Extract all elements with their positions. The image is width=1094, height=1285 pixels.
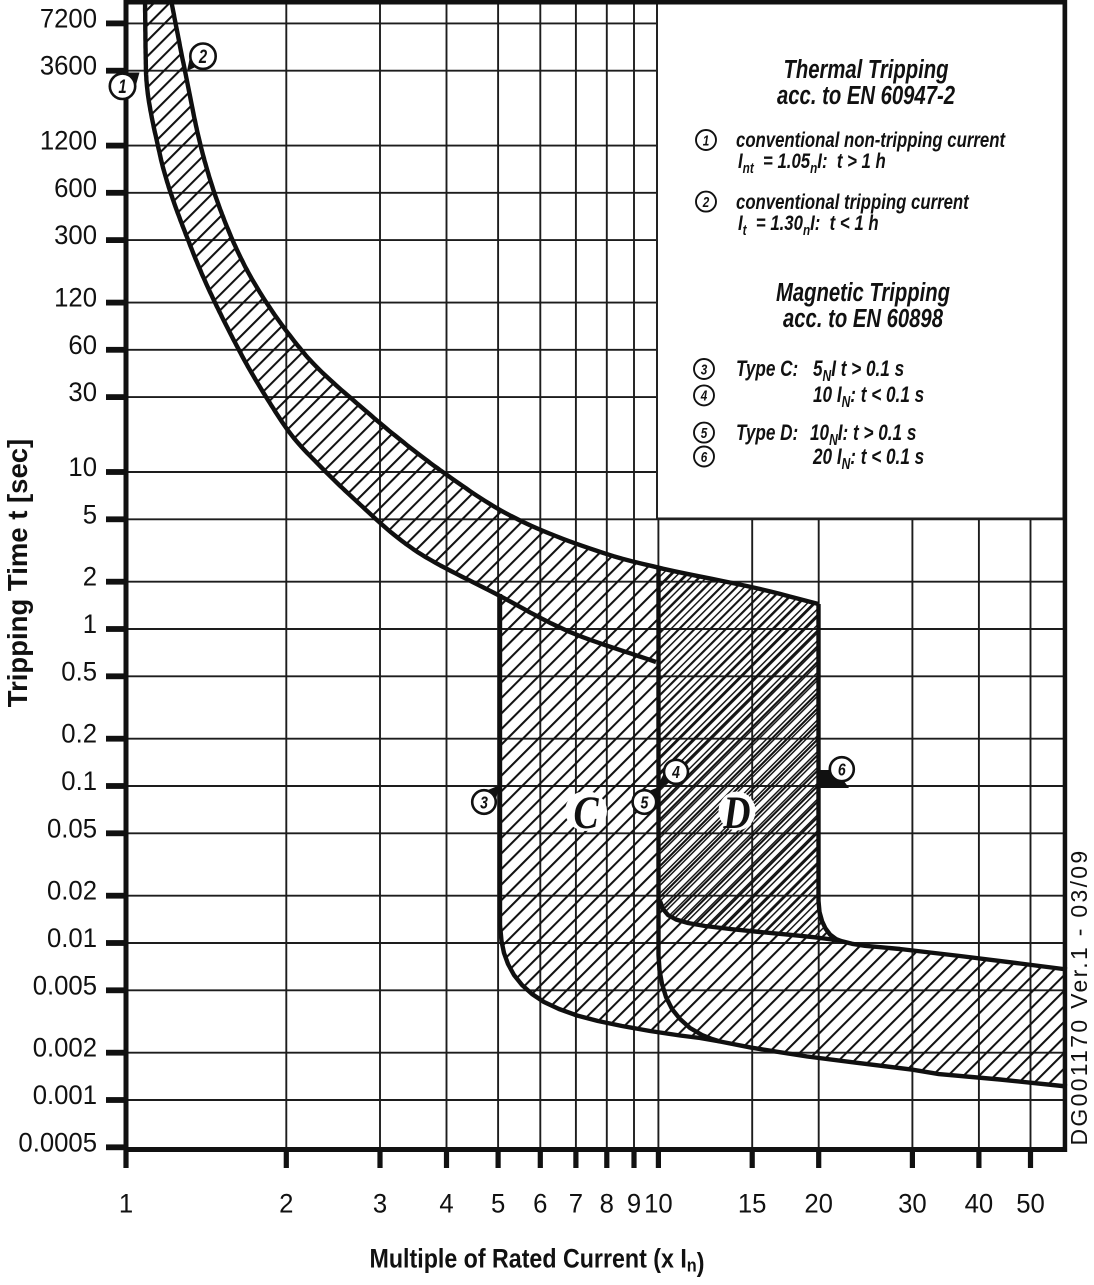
svg-text:8: 8	[600, 1188, 614, 1218]
svg-text:0.5: 0.5	[61, 656, 97, 686]
svg-text:Type D:: Type D:	[736, 421, 798, 446]
svg-text:2: 2	[702, 194, 710, 211]
svg-text:Int = 1.05nI: t > 1 h: Int = 1.05nI: t > 1 h	[738, 150, 886, 176]
svg-text:7200: 7200	[40, 3, 97, 33]
svg-text:60: 60	[68, 329, 97, 359]
svg-text:3: 3	[480, 793, 488, 813]
svg-text:Type C:: Type C:	[736, 357, 798, 382]
svg-text:2: 2	[279, 1188, 293, 1218]
svg-text:20: 20	[804, 1188, 833, 1218]
svg-text:Magnetic Tripping: Magnetic Tripping	[776, 278, 950, 307]
svg-text:0.02: 0.02	[47, 875, 97, 905]
svg-text:C: C	[573, 787, 599, 839]
svg-text:3600: 3600	[40, 50, 97, 80]
svg-text:6: 6	[533, 1188, 547, 1218]
svg-text:5: 5	[701, 425, 708, 442]
svg-text:50: 50	[1016, 1188, 1045, 1218]
svg-text:D: D	[723, 787, 751, 839]
svg-text:2: 2	[83, 561, 97, 591]
svg-text:10: 10	[644, 1188, 673, 1218]
svg-text:Multiple of Rated Current (x I: Multiple of Rated Current (x In)	[370, 1244, 705, 1278]
svg-text:Tripping Time t [sec]: Tripping Time t [sec]	[2, 439, 33, 707]
svg-text:20 IN: t < 0.1 s: 20 IN: t < 0.1 s	[812, 445, 924, 472]
svg-text:4: 4	[700, 387, 708, 404]
svg-text:15: 15	[738, 1188, 767, 1218]
svg-text:4: 4	[439, 1188, 453, 1218]
svg-text:10NI: t > 0.1 s: 10NI: t > 0.1 s	[810, 421, 916, 448]
svg-text:10: 10	[68, 452, 97, 482]
svg-text:120: 120	[54, 282, 97, 312]
svg-text:30: 30	[68, 377, 97, 407]
svg-text:It = 1.30nI: t < 1 h: It = 1.30nI: t < 1 h	[738, 212, 879, 238]
svg-text:5: 5	[491, 1188, 505, 1218]
svg-text:5: 5	[640, 793, 649, 813]
svg-text:0.05: 0.05	[47, 813, 97, 843]
svg-text:acc. to EN 60947-2: acc. to EN 60947-2	[777, 81, 955, 110]
svg-text:1: 1	[119, 1188, 133, 1218]
svg-text:300: 300	[54, 220, 97, 250]
svg-text:0.005: 0.005	[33, 970, 97, 1000]
svg-text:3: 3	[701, 361, 708, 378]
svg-text:1200: 1200	[40, 125, 97, 155]
svg-text:2: 2	[198, 46, 208, 67]
svg-text:40: 40	[965, 1188, 994, 1218]
svg-text:1: 1	[703, 132, 710, 149]
svg-text:3: 3	[373, 1188, 387, 1218]
svg-text:DG001170 Ver.1 - 03/09: DG001170 Ver.1 - 03/09	[1066, 849, 1092, 1146]
svg-text:1: 1	[118, 76, 126, 97]
svg-text:0.1: 0.1	[61, 766, 97, 796]
svg-text:7: 7	[569, 1188, 583, 1218]
svg-text:0.2: 0.2	[61, 718, 97, 748]
svg-text:conventional non-tripping curr: conventional non-tripping current	[736, 129, 1006, 152]
svg-text:0.001: 0.001	[33, 1080, 97, 1110]
svg-text:5: 5	[83, 499, 97, 529]
svg-text:30: 30	[898, 1188, 927, 1218]
svg-text:0.002: 0.002	[33, 1032, 97, 1062]
svg-text:0.01: 0.01	[47, 923, 97, 953]
svg-text:6: 6	[701, 448, 708, 465]
svg-text:1: 1	[83, 609, 97, 639]
svg-text:6: 6	[838, 760, 847, 780]
svg-text:9: 9	[627, 1188, 641, 1218]
svg-text:10 IN: t < 0.1 s: 10 IN: t < 0.1 s	[813, 383, 924, 410]
svg-text:600: 600	[54, 172, 97, 202]
svg-text:Thermal Tripping: Thermal Tripping	[783, 55, 948, 84]
svg-text:conventional tripping current: conventional tripping current	[736, 191, 970, 214]
svg-text:acc. to EN 60898: acc. to EN 60898	[783, 304, 943, 333]
svg-text:4: 4	[671, 763, 680, 783]
svg-text:0.0005: 0.0005	[18, 1127, 97, 1157]
